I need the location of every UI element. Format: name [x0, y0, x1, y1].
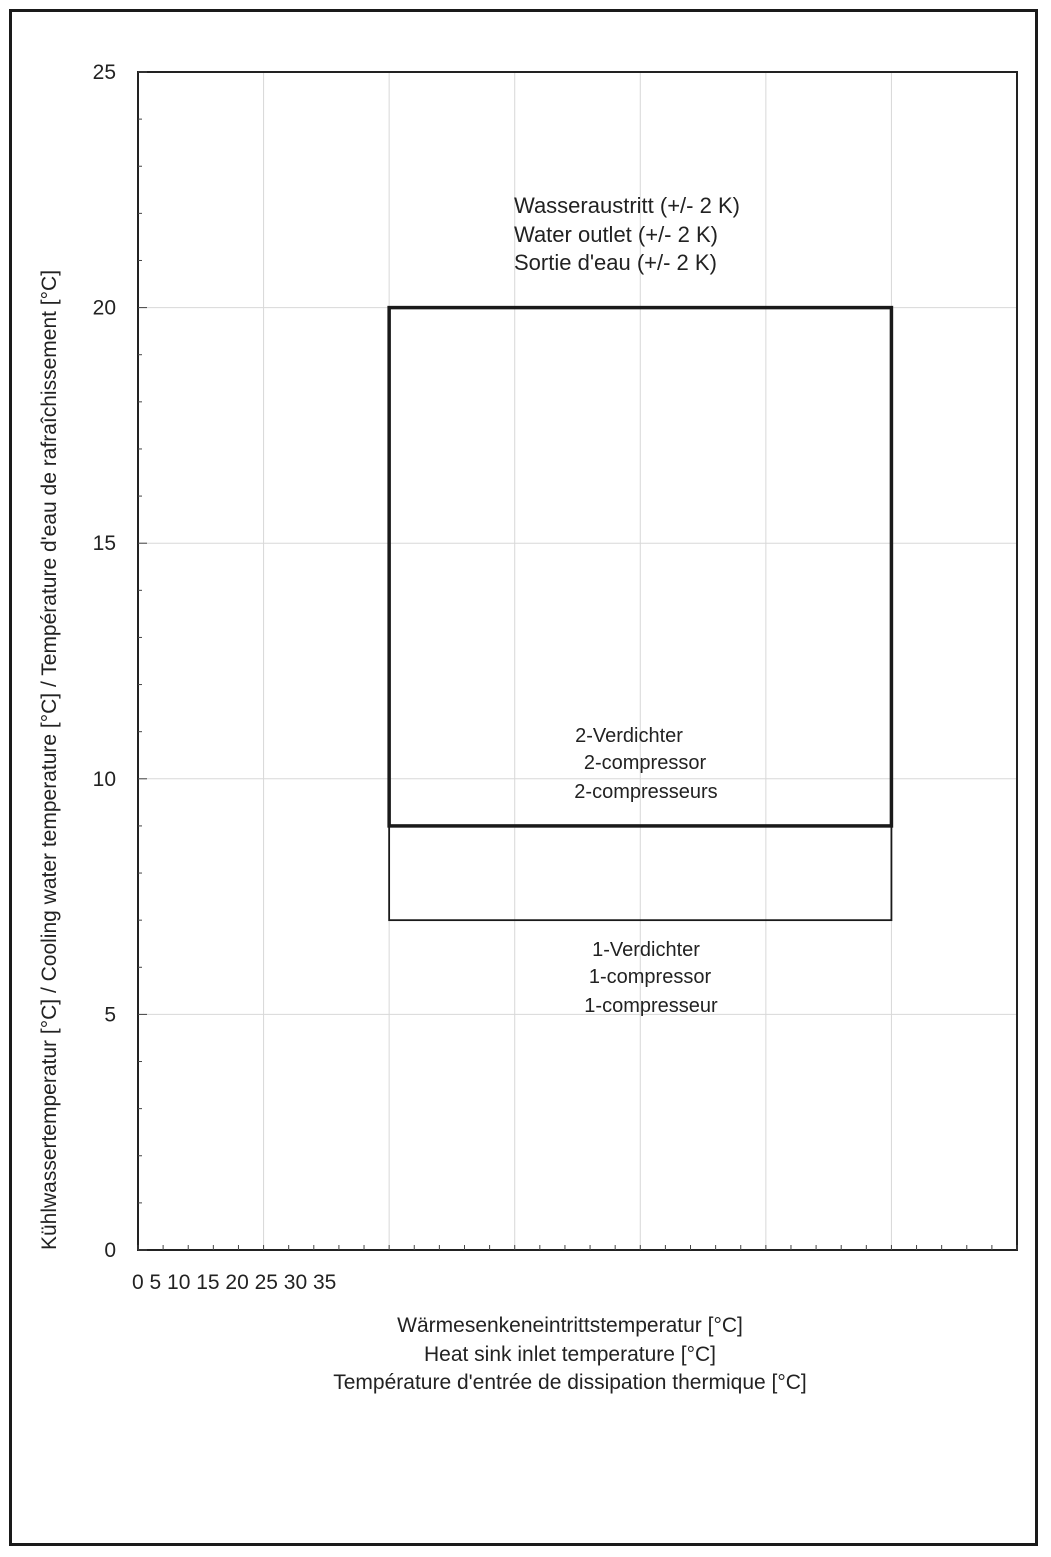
water-outlet-label-en: Water outlet (+/- 2 K) — [514, 222, 718, 247]
one-compressor-label-en: 1-compressor — [589, 966, 712, 988]
x-axis-label-de: Wärmesenkeneintrittstemperatur [°C] — [397, 1314, 743, 1337]
water-outlet-label-fr: Sortie d'eau (+/- 2 K) — [514, 250, 717, 275]
y-tick-label: 25 — [93, 61, 116, 84]
y-tick-label: 0 — [104, 1239, 116, 1262]
two-compressor-label-en: 2-compressor — [584, 752, 707, 774]
two-compressor-region — [387, 305, 894, 828]
x-axis-tick-labels: 0 5 10 15 20 25 30 35 — [132, 1271, 337, 1294]
two-compressor-label-fr: 2-compresseurs — [574, 781, 717, 803]
one-compressor-label-fr: 1-compresseur — [584, 995, 718, 1017]
operating-regions — [387, 305, 894, 922]
y-axis-ticks: 0 5 10 15 20 25 — [93, 61, 116, 1262]
grid-lines — [138, 72, 1017, 1250]
x-axis-label-fr: Température d'entrée de dissipation ther… — [333, 1371, 807, 1394]
plot-area-border — [137, 71, 1018, 1251]
y-tick-label: 5 — [104, 1003, 116, 1026]
y-tick-label: 20 — [93, 297, 116, 320]
y-axis-label: Kühlwassertemperatur [°C] / Cooling wate… — [38, 269, 61, 1251]
figure-frame — [9, 9, 1038, 1546]
water-outlet-label-de: Wasseraustritt (+/- 2 K) — [514, 193, 740, 218]
two-compressor-label-de: 2-Verdichter — [575, 725, 683, 747]
one-compressor-label-de: 1-Verdichter — [592, 939, 700, 961]
y-tick-label: 15 — [93, 532, 116, 555]
x-axis-label-en: Heat sink inlet temperature [°C] — [423, 1343, 717, 1366]
y-tick-label: 10 — [93, 768, 116, 791]
minor-ticks — [137, 71, 1018, 1251]
